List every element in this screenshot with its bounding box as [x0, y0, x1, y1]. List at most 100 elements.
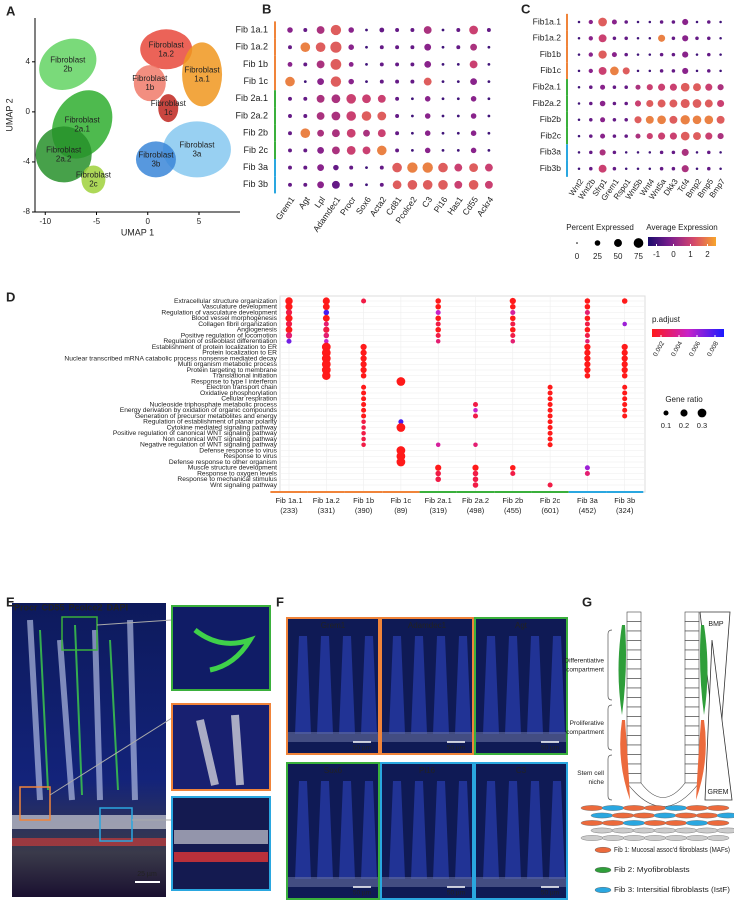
expression-dot [646, 84, 653, 91]
epithelial-cell [684, 773, 700, 784]
expression-dot [424, 147, 431, 154]
enrichment-dot [621, 343, 628, 351]
tissue-villus [389, 781, 405, 879]
submucosa [382, 732, 472, 742]
expression-dot [287, 61, 293, 67]
expression-dot [468, 179, 479, 190]
tissue-villus [361, 636, 377, 734]
expression-dot [704, 99, 713, 108]
expression-dot [577, 167, 581, 170]
enrichment-dot [435, 315, 441, 322]
enrichment-dot [509, 297, 516, 305]
legend-title: Average Expression [646, 223, 717, 232]
term-label: Blood vessel morphogenesis [191, 315, 277, 322]
expression-dot [636, 69, 640, 73]
expression-dot [598, 17, 607, 27]
scale-label: 50 µm [541, 745, 559, 752]
epithelial-cell [684, 706, 700, 717]
stromal-cell [601, 820, 625, 826]
enrichment-dot [622, 384, 628, 390]
column-count: (324) [616, 506, 634, 515]
expression-dot [303, 148, 308, 153]
column-count: (233) [280, 506, 298, 515]
enrichment-dot [510, 309, 516, 316]
enrichment-dot [547, 413, 553, 419]
stromal-cell [653, 827, 677, 834]
term-label: Muscle structure development [188, 465, 277, 472]
expression-dot [600, 133, 606, 139]
color-bar [652, 329, 724, 337]
stromal-cell [695, 812, 719, 819]
expression-dot [346, 128, 356, 138]
epithelial-cell [684, 763, 700, 774]
enrichment-dot [473, 407, 478, 413]
enrichment-dot [473, 442, 478, 448]
enrichment-dot [285, 320, 293, 328]
expression-dot [612, 36, 617, 41]
cluster-label: 1a.2 [158, 49, 174, 58]
expression-dot [612, 101, 617, 106]
tissue-villus [455, 636, 471, 734]
enrichment-dot [435, 303, 441, 310]
enrichment-dot [323, 326, 330, 333]
row-label: Fib3a [540, 147, 562, 157]
epithelial-cell [684, 716, 700, 727]
legend-label: 0.1 [661, 421, 671, 430]
expression-dot [634, 100, 642, 107]
expression-dot [577, 53, 581, 56]
expression-dot [611, 52, 617, 58]
enrichment-dot [622, 413, 628, 419]
expression-dot [331, 111, 341, 121]
mucosal-fibroblast [620, 720, 630, 800]
tissue-villus [483, 636, 499, 734]
enrichment-dot [547, 401, 553, 408]
expression-dot [598, 50, 607, 59]
epithelial-cell [626, 678, 642, 689]
expression-dot [636, 37, 640, 40]
legend-label: 0.008 [706, 340, 720, 358]
tissue-villus [433, 636, 449, 734]
submucosa [382, 877, 472, 887]
column-count: (452) [579, 506, 597, 515]
enrichment-dot [435, 476, 441, 483]
legend-label: 0.3 [697, 421, 707, 430]
expression-dot [624, 134, 628, 138]
enrichment-dot [285, 309, 293, 316]
expression-dot [454, 163, 463, 172]
row-label: Fib 1a.1 [235, 24, 268, 34]
expression-dot [707, 20, 711, 24]
stromal-cell [674, 827, 698, 834]
stromal-cell [632, 812, 656, 819]
cluster-cloud [182, 42, 223, 107]
cluster-label: 1b [145, 83, 154, 92]
expression-dot [317, 147, 324, 154]
expression-dot [441, 63, 445, 66]
enrichment-dot [547, 482, 553, 488]
expression-dot [395, 28, 400, 32]
legend-label: 0 [671, 250, 676, 259]
enrichment-dot [584, 315, 591, 322]
tissue-villus [295, 636, 311, 734]
stromal-cell [706, 820, 730, 826]
expression-dot [441, 80, 445, 83]
expression-dot [680, 115, 690, 125]
enrichment-dot [435, 464, 442, 471]
expression-dot [600, 84, 606, 90]
stromal-cell [695, 827, 719, 834]
expression-dot [300, 42, 311, 53]
compartment-label: compartment [566, 729, 604, 736]
expression-dot [288, 96, 292, 101]
scale-label: 50 µm [447, 745, 465, 752]
enrichment-dot [361, 407, 367, 413]
epithelial-cell [626, 725, 642, 736]
myofibroblast [700, 625, 708, 715]
expression-dot [648, 53, 652, 56]
expression-dot [648, 20, 652, 24]
myofibroblast [618, 625, 626, 715]
epithelial-cell [626, 773, 642, 784]
row-label: Fib 2a.1 [235, 93, 268, 103]
expression-dot [303, 114, 308, 118]
expression-dot [303, 80, 307, 83]
epithelial-cell [626, 744, 642, 755]
expression-dot [648, 37, 652, 40]
